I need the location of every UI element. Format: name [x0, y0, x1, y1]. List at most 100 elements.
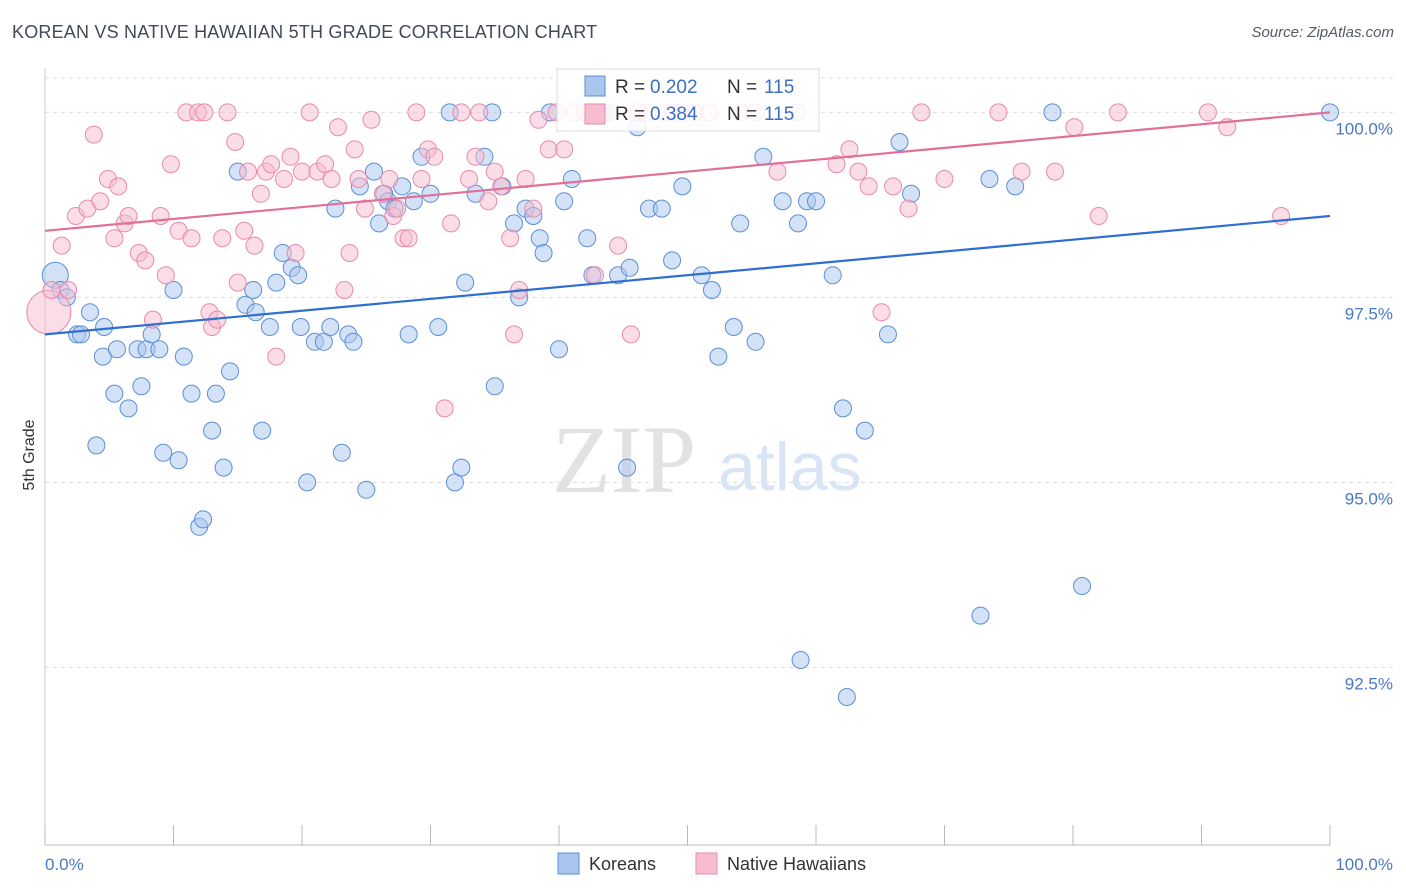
hawaiian-point — [235, 221, 254, 240]
hawaiian-point — [989, 103, 1008, 122]
hawaiian-point — [262, 155, 281, 174]
legend-swatch-koreans — [584, 75, 606, 97]
korean-point — [789, 214, 808, 233]
hawaiian-point — [136, 251, 155, 270]
hawaiian-point — [293, 162, 311, 181]
hawaiian-point — [105, 229, 124, 248]
y-axis-label: 5th Grade — [21, 419, 38, 490]
hawaiian-point — [470, 103, 489, 122]
hawaiian-point — [52, 236, 71, 255]
korean-point — [194, 510, 213, 529]
hawaiian-point — [1089, 207, 1108, 225]
korean-point — [150, 340, 169, 359]
hawaiian-point — [195, 103, 214, 122]
y-tick-label: 97.5% — [1345, 304, 1393, 323]
hawaiian-point — [42, 281, 61, 299]
korean-point — [754, 147, 773, 166]
hawaiian-point — [840, 140, 859, 159]
korean-point — [107, 340, 126, 359]
korean-point — [534, 244, 553, 262]
korean-point — [244, 281, 263, 299]
hawaiian-point — [228, 273, 247, 292]
hawaiian-point — [435, 399, 454, 418]
hawaiian-point — [328, 118, 347, 137]
x-tick-label: 0.0% — [45, 855, 84, 874]
hawaiian-point — [524, 199, 543, 218]
korean-point — [833, 399, 852, 418]
korean-point — [485, 377, 504, 396]
korean-point — [731, 214, 750, 233]
hawaiian-point — [340, 244, 359, 262]
bottom-legend-hawaiians: Native Hawaiians — [727, 854, 866, 874]
hawaiian-point — [335, 281, 354, 299]
hawaiian-point — [355, 199, 374, 218]
korean-point — [298, 473, 317, 492]
korean-point — [1043, 103, 1062, 122]
hawaiian-point — [452, 103, 471, 122]
korean-point — [370, 214, 389, 233]
x-tick-label: 100.0% — [1335, 855, 1393, 874]
legend-r-label: R = — [615, 104, 645, 125]
hawaiian-point — [322, 170, 341, 188]
korean-point — [555, 192, 574, 211]
hawaiian-point — [182, 229, 201, 248]
bottom-legend-swatch-hawaiians — [695, 852, 718, 875]
hawaiian-point — [84, 125, 103, 144]
korean-point — [203, 421, 222, 440]
korean-point — [174, 347, 193, 366]
hawaiian-point — [399, 229, 418, 248]
korean-point — [260, 318, 279, 336]
korean-point — [344, 332, 363, 351]
korean-point — [357, 480, 376, 499]
korean-point — [169, 451, 188, 470]
korean-point — [182, 384, 201, 403]
x-tick-labels: 0.0% 100.0% — [45, 855, 1393, 874]
native-hawaiians-points — [26, 103, 1291, 418]
korean-point — [214, 458, 233, 477]
chart-source: Source: ZipAtlas.com — [1251, 24, 1394, 41]
korean-point — [746, 332, 765, 351]
korean-point — [95, 318, 114, 336]
korean-point — [321, 318, 340, 336]
korean-point — [837, 688, 856, 706]
hawaiian-point — [827, 155, 846, 174]
hawaiian-point — [1108, 103, 1127, 122]
hawaiian-point — [59, 281, 78, 299]
korean-point — [562, 170, 581, 188]
watermark-atlas: atlas — [718, 429, 862, 505]
hawaiian-point — [151, 207, 170, 225]
y-tick-labels: 92.5% 95.0% 97.5% 100.0% — [1335, 119, 1393, 693]
korean-point — [221, 362, 240, 381]
hawaiians-trend-line — [44, 111, 1331, 232]
korean-point — [289, 266, 308, 285]
hawaiian-point — [884, 177, 903, 196]
korean-point — [71, 325, 90, 344]
korean-point — [80, 303, 99, 322]
legend-n-value-hawaiians: 115 — [764, 104, 794, 125]
hawaiian-point — [281, 147, 300, 166]
hawaiian-point — [899, 199, 918, 218]
korean-point — [452, 458, 471, 477]
legend-n-label: N = — [727, 104, 757, 125]
korean-point — [773, 192, 792, 211]
korean-point — [620, 258, 639, 277]
korean-point — [652, 199, 671, 218]
y-tick-label: 95.0% — [1345, 489, 1393, 508]
koreans-points — [41, 103, 1339, 706]
hawaiian-point — [466, 147, 485, 166]
korean-point — [902, 184, 921, 203]
x-ticks — [44, 825, 1331, 845]
hawaiian-point — [529, 110, 548, 129]
korean-point — [823, 266, 842, 285]
hawaiian-point — [251, 184, 270, 203]
korean-point — [618, 458, 637, 477]
trend-lines — [44, 111, 1331, 336]
hawaiian-point — [505, 325, 524, 344]
hawaiian-point — [1198, 103, 1217, 122]
hawaiian-point — [501, 229, 520, 248]
korean-point — [119, 399, 138, 418]
korean-point — [93, 347, 112, 366]
hawaiian-point — [935, 170, 954, 188]
korean-point — [399, 325, 418, 344]
hawaiian-point — [621, 325, 640, 344]
